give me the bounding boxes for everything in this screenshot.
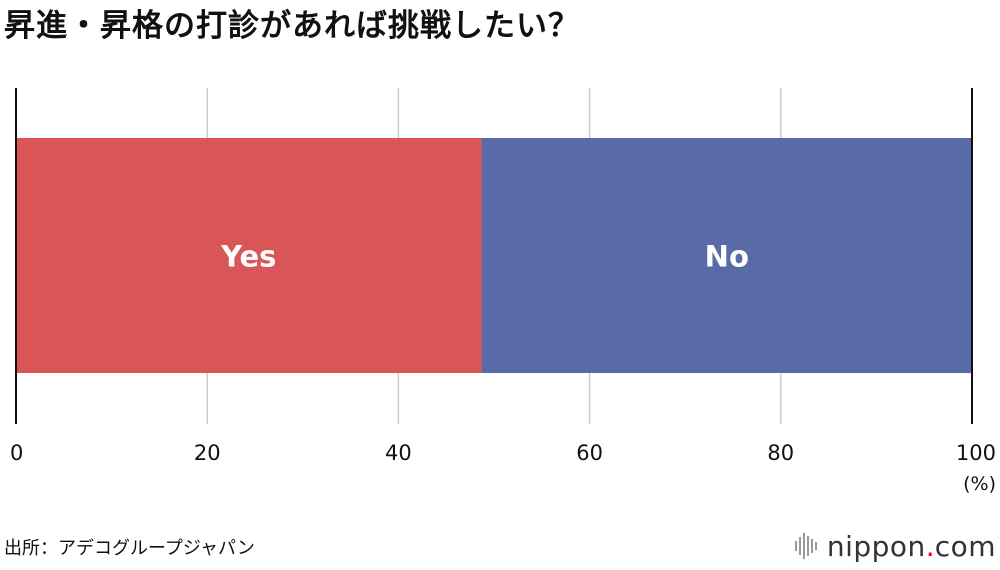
x-tick-label: 60 xyxy=(576,441,603,465)
x-tick-label: 40 xyxy=(385,441,412,465)
x-tick-labels: 0 20 40 60 80 100 xyxy=(10,441,996,465)
bar-no xyxy=(481,138,972,373)
axis-lines xyxy=(15,88,973,424)
x-tick-label: 100 xyxy=(956,441,996,465)
bar-label-yes: Yes xyxy=(220,240,276,274)
x-unit-label: (%) xyxy=(963,473,996,495)
brand-tld: com xyxy=(934,529,996,563)
brand-name: nippon xyxy=(826,529,926,563)
brand-logo: nippon. com xyxy=(794,528,996,564)
x-tick-label: 20 xyxy=(194,441,221,465)
bar-labels: Yes No xyxy=(220,240,749,274)
bar-chart: Yes No 0 20 40 60 80 100 (%) xyxy=(10,88,996,495)
bar-yes xyxy=(16,138,482,373)
chart-title: 昇進・昇格の打診があれば挑戦したい？ xyxy=(4,8,580,44)
source-note: 出所：アデコグループジャパン xyxy=(4,538,255,559)
bars xyxy=(16,138,972,373)
sound-wave-icon xyxy=(794,533,817,559)
x-tick-label: 0 xyxy=(10,441,23,465)
x-tick-label: 80 xyxy=(767,441,794,465)
bar-label-no: No xyxy=(705,240,749,274)
brand-dot: . xyxy=(925,529,935,563)
